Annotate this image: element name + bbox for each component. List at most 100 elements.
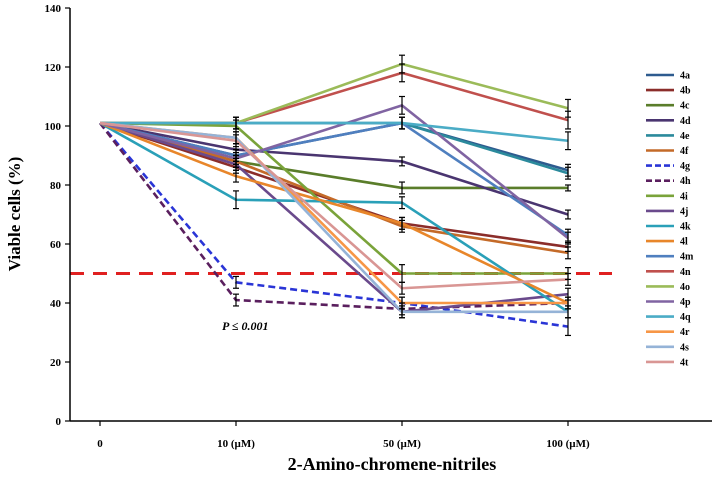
legend-label: 4q	[680, 312, 691, 323]
legend-item: 4t	[646, 357, 689, 368]
x-tick-label: 10 (µM)	[217, 438, 255, 450]
legend-label: 4p	[680, 297, 691, 308]
error-bar	[233, 293, 239, 307]
error-bar	[399, 54, 405, 74]
legend-item: 4q	[646, 312, 691, 323]
y-tick-label: 0	[56, 416, 62, 428]
legend-item: 4g	[646, 161, 690, 172]
legend-label: 4l	[680, 237, 688, 248]
error-bar	[565, 231, 571, 245]
error-bar	[565, 166, 571, 180]
series-line-4s	[99, 121, 568, 314]
error-bar	[565, 98, 571, 118]
error-bar	[233, 134, 239, 148]
legend-label: 4o	[680, 282, 690, 293]
y-tick-label: 120	[45, 62, 62, 74]
error-bar	[565, 305, 571, 319]
legend-label: 4s	[680, 342, 689, 353]
error-bar	[565, 246, 571, 260]
legend-item: 4o	[646, 282, 690, 293]
legend-item: 4b	[646, 86, 691, 97]
legend-label: 4h	[680, 176, 691, 187]
legend-item: 4i	[646, 191, 688, 202]
series-line-4b	[99, 121, 569, 249]
axes-layer	[69, 8, 712, 422]
legend-label: 4j	[680, 206, 688, 217]
series-line-4q	[100, 121, 569, 143]
legend-item: 4p	[646, 297, 691, 308]
legend-label: 4b	[680, 86, 691, 97]
error-bar	[399, 216, 405, 230]
legend-label: 4f	[680, 146, 689, 157]
x-tick-label: 100 (µM)	[546, 438, 590, 450]
y-tick-label: 140	[45, 3, 62, 15]
legend-label: 4c	[680, 101, 690, 112]
series-line-4t	[99, 121, 569, 290]
series-line-4g	[99, 122, 569, 328]
error-bar	[233, 116, 239, 130]
series-line-4l	[99, 121, 569, 305]
series-line-4n	[100, 71, 569, 125]
series-line-4k	[99, 121, 569, 313]
y-tick-label: 20	[50, 357, 62, 369]
legend-item: 4f	[646, 146, 689, 157]
legend-item: 4r	[646, 327, 690, 338]
legend-label: 4k	[680, 222, 691, 233]
error-bar	[233, 169, 239, 183]
error-bar	[399, 281, 405, 295]
legend-item: 4j	[646, 206, 688, 217]
legend-item: 4n	[646, 267, 691, 278]
series-layer	[98, 62, 569, 328]
legend-label: 4g	[680, 161, 690, 172]
series-line-4h	[98, 122, 569, 311]
legend-label: 4i	[680, 191, 688, 202]
error-bar	[399, 196, 405, 210]
legend-item: 4s	[646, 342, 689, 353]
error-bar	[565, 209, 571, 220]
x-tick-label: 50 (µM)	[383, 438, 421, 450]
error-bar	[399, 95, 405, 115]
x-axis-title: 2-Amino-chromene-nitriles	[288, 454, 497, 474]
series-line-4m	[99, 121, 569, 237]
error-bar	[233, 151, 239, 165]
legend-label: 4r	[680, 327, 690, 338]
series-line-4f	[99, 121, 569, 255]
y-tick-label: 100	[45, 121, 62, 133]
y-ticks-layer: 0 20 40 60 80 100 120 140	[45, 3, 70, 428]
series-line-4d	[99, 121, 569, 216]
y-tick-label: 80	[50, 180, 62, 192]
error-bar	[399, 181, 405, 195]
legend-item: 4k	[646, 222, 691, 233]
legend-label: 4n	[680, 267, 691, 278]
legend-label: 4t	[680, 357, 689, 368]
y-tick-label: 40	[50, 298, 62, 310]
legend-item: 4d	[646, 116, 691, 127]
p-value-annotation: P ≤ 0.001	[222, 319, 268, 333]
legend-label: 4e	[680, 131, 690, 142]
legend-item: 4m	[646, 252, 694, 263]
legend: 4a 4b 4c 4d 4e 4f 4g 4h 4i 4j 4k 4l 4m 4n 4o 4p 4q 4r 4s 4t	[646, 71, 694, 368]
y-axis-title: Viable cells (%)	[5, 157, 24, 272]
error-bar-layer	[233, 54, 571, 337]
legend-item: 4a	[646, 71, 690, 82]
error-bar	[565, 184, 571, 192]
error-bar	[399, 156, 405, 167]
legend-label: 4d	[680, 116, 691, 127]
x-tick-label: 0	[97, 438, 103, 450]
x-ticks-layer: 0 10 (µM) 50 (µM) 100 (µM)	[97, 421, 590, 450]
error-bar	[233, 275, 239, 289]
legend-label: 4m	[680, 252, 694, 263]
error-bar	[565, 131, 571, 151]
y-tick-label: 60	[50, 239, 62, 251]
error-bar	[399, 116, 405, 130]
error-bar	[399, 305, 405, 319]
error-bar	[233, 190, 239, 210]
legend-item: 4l	[646, 237, 688, 248]
legend-item: 4c	[646, 101, 690, 112]
legend-item: 4e	[646, 131, 690, 142]
legend-item: 4h	[646, 176, 691, 187]
legend-label: 4a	[680, 71, 690, 82]
series-line-4p	[99, 104, 569, 240]
